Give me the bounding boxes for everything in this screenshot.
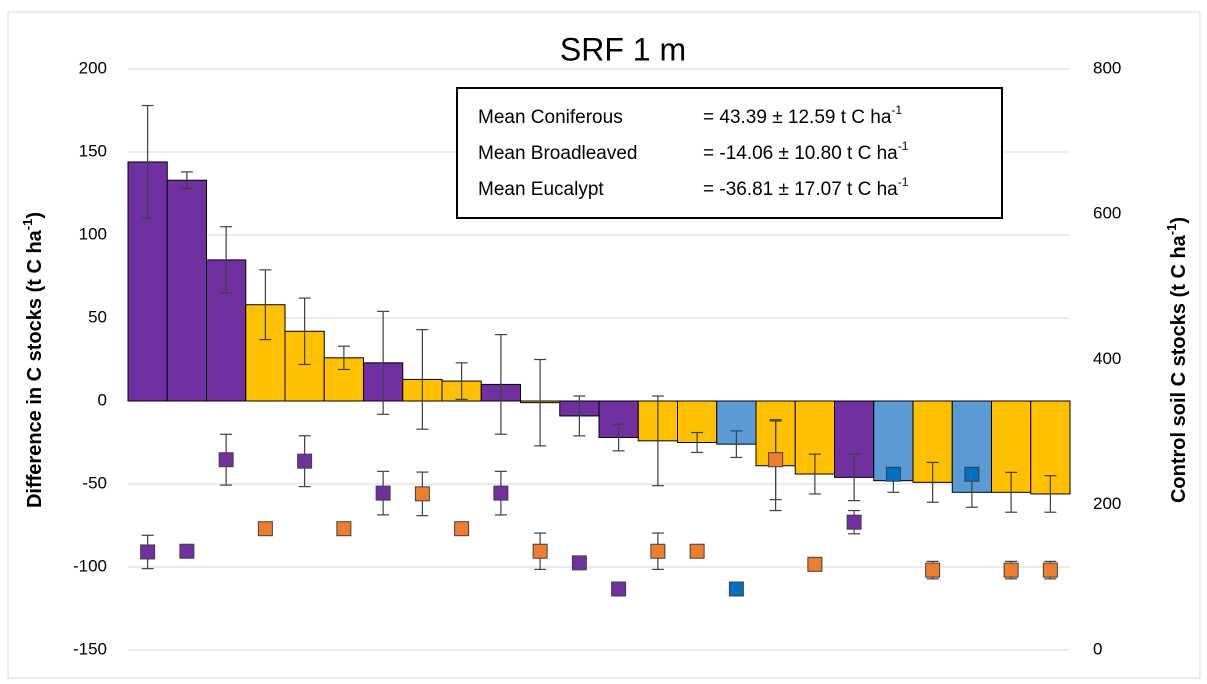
error-bar xyxy=(298,297,311,366)
point xyxy=(1003,562,1019,578)
point xyxy=(611,581,627,597)
error-bar xyxy=(1005,471,1018,513)
annotation-sup: -1 xyxy=(891,103,902,117)
error-bar xyxy=(377,310,390,415)
y-axis-label: Difference in C stocks (t C ha-1) xyxy=(20,212,46,508)
error-bar xyxy=(808,453,821,495)
y-tick-label: 200 xyxy=(79,58,107,77)
point xyxy=(375,485,391,501)
y-label-end: ) xyxy=(24,212,46,219)
chart-title: SRF 1 m xyxy=(560,31,686,67)
error-bar xyxy=(259,269,272,341)
point xyxy=(846,514,862,530)
point xyxy=(336,521,352,537)
point xyxy=(140,544,156,560)
y2-tick-label: 400 xyxy=(1093,349,1121,368)
point xyxy=(179,543,195,559)
y2-tick-label: 0 xyxy=(1093,639,1102,658)
y-tick-label: -50 xyxy=(82,473,107,492)
error-bar xyxy=(691,431,704,454)
point xyxy=(964,466,980,482)
error-bar xyxy=(180,171,193,190)
y-tick-label: 50 xyxy=(88,307,107,326)
point xyxy=(885,466,901,482)
error-bar xyxy=(455,362,468,400)
point xyxy=(650,543,666,559)
y-tick-label: 100 xyxy=(79,224,107,243)
annotation-label: Mean Coniferous xyxy=(478,107,623,128)
y2-tick-label: 800 xyxy=(1093,58,1121,77)
y-tick-label: 150 xyxy=(79,141,107,160)
y-tick-label: -150 xyxy=(73,639,107,658)
point xyxy=(925,562,941,578)
y2-label-text: Control soil C stocks (t C ha xyxy=(1168,234,1190,503)
error-bar xyxy=(730,430,743,459)
point xyxy=(807,556,823,572)
error-bar xyxy=(651,395,664,487)
annotation-text: = -36.81 ± 17.07 t C ha xyxy=(703,179,898,200)
error-bar xyxy=(926,461,939,503)
point xyxy=(297,453,313,469)
point xyxy=(689,543,705,559)
annotation-value: = 43.39 ± 12.59 t C ha-1 xyxy=(703,103,902,128)
marks xyxy=(127,104,1071,597)
y-tick-label: 0 xyxy=(98,390,107,409)
point xyxy=(414,486,430,502)
annotation-value: = -14.06 ± 10.80 t C ha-1 xyxy=(703,139,909,164)
y2-label-end: ) xyxy=(1168,217,1190,224)
y2-tick-label: 200 xyxy=(1093,494,1121,513)
point xyxy=(768,452,784,468)
annotation-sup: -1 xyxy=(898,139,909,153)
annotation-sup: -1 xyxy=(898,175,909,189)
y-label-sup: -1 xyxy=(20,219,35,231)
point xyxy=(571,555,587,571)
y2-label-sup: -1 xyxy=(1164,224,1179,236)
annotation-label: Mean Broadleaved xyxy=(478,143,638,164)
bar xyxy=(166,179,207,402)
error-bar xyxy=(573,395,586,437)
y2-tick-label: 600 xyxy=(1093,204,1121,223)
error-bar xyxy=(494,334,507,435)
annotations: Mean Coniferous = 43.39 ± 12.59 t C ha-1M… xyxy=(478,103,909,200)
error-bar xyxy=(337,345,350,371)
point xyxy=(493,485,509,501)
y-label-text: Difference in C stocks (t C ha xyxy=(24,229,46,508)
error-bar xyxy=(220,226,233,294)
point xyxy=(1042,562,1058,578)
error-bar xyxy=(612,423,625,452)
point xyxy=(728,581,744,597)
y-tick-label: -100 xyxy=(73,556,107,575)
y2-axis-label: Control soil C stocks (t C ha-1) xyxy=(1164,217,1190,503)
annotation-value: = -36.81 ± 17.07 t C ha-1 xyxy=(703,175,909,200)
point xyxy=(454,521,470,537)
annotation-text: = 43.39 ± 12.59 t C ha xyxy=(703,107,892,128)
point xyxy=(257,521,273,537)
error-bar xyxy=(141,104,154,219)
point xyxy=(218,452,234,468)
error-bar xyxy=(416,329,429,430)
annotation-text: = -14.06 ± 10.80 t C ha xyxy=(703,143,898,164)
error-bar xyxy=(1044,475,1057,513)
error-bar xyxy=(534,358,547,447)
annotation-box xyxy=(456,87,1003,219)
annotation-label: Mean Eucalypt xyxy=(478,179,604,200)
error-bar xyxy=(848,453,861,502)
point xyxy=(532,543,548,559)
